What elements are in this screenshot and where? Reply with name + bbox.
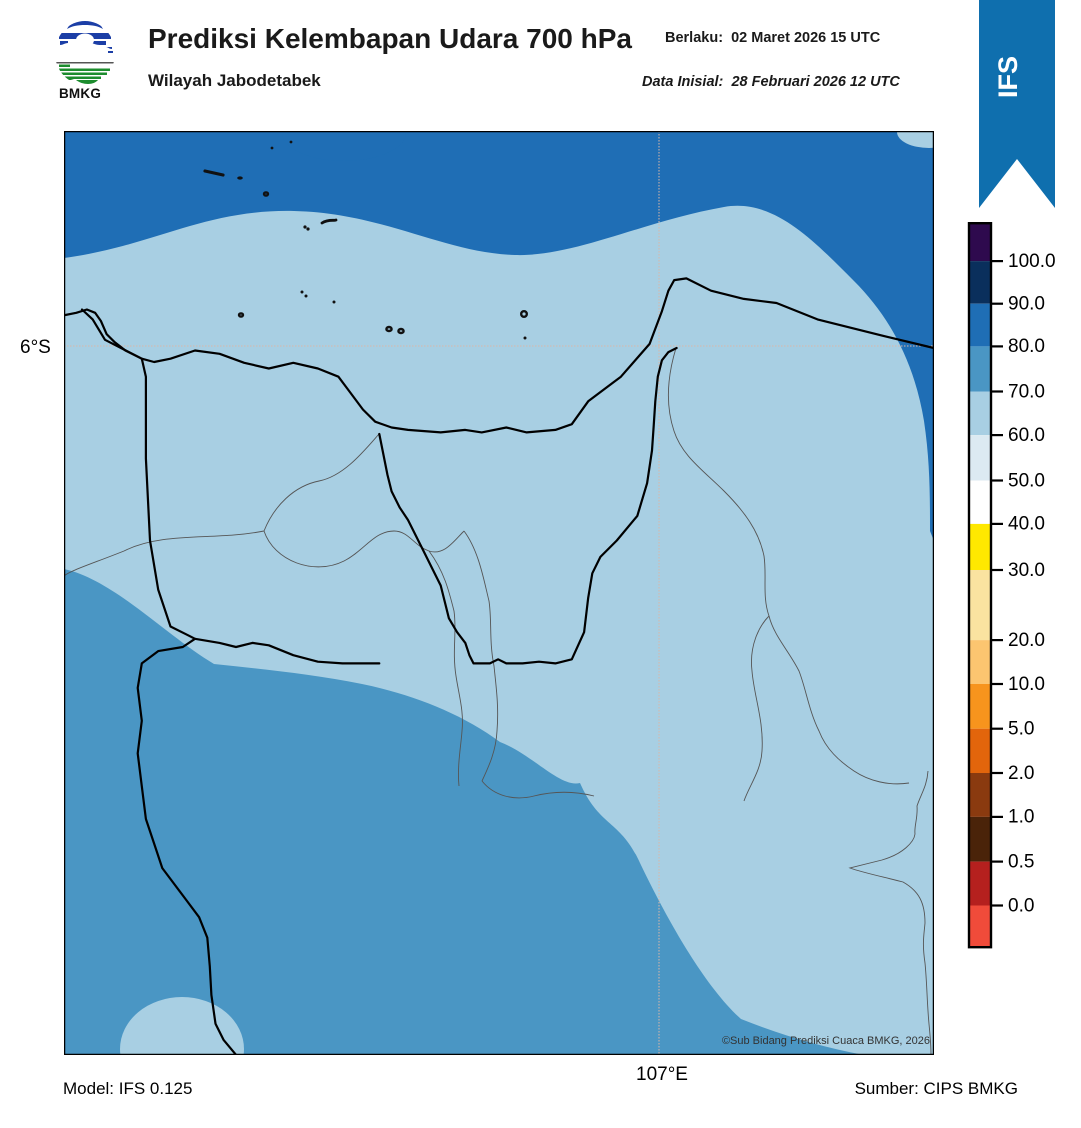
svg-text:70.0: 70.0 xyxy=(1008,381,1045,402)
svg-text:5.0: 5.0 xyxy=(1008,719,1034,740)
svg-text:©Sub Bidang Prediksi Cuaca BMK: ©Sub Bidang Prediksi Cuaca BMKG, 2026 xyxy=(722,1035,930,1047)
svg-text:Model: IFS 0.125: Model: IFS 0.125 xyxy=(63,1079,192,1098)
svg-text:6°S: 6°S xyxy=(20,337,51,358)
svg-text:30.0: 30.0 xyxy=(1008,560,1045,581)
svg-text:107°E: 107°E xyxy=(636,1064,688,1085)
svg-text:60.0: 60.0 xyxy=(1008,425,1045,446)
svg-text:40.0: 40.0 xyxy=(1008,514,1045,535)
svg-text:80.0: 80.0 xyxy=(1008,336,1045,357)
svg-text:20.0: 20.0 xyxy=(1008,630,1045,651)
svg-text:100.0: 100.0 xyxy=(1008,251,1056,272)
svg-text:Sumber: CIPS BMKG: Sumber: CIPS BMKG xyxy=(855,1079,1018,1098)
svg-text:90.0: 90.0 xyxy=(1008,294,1045,315)
svg-text:50.0: 50.0 xyxy=(1008,470,1045,491)
svg-text:0.0: 0.0 xyxy=(1008,895,1034,916)
svg-text:0.5: 0.5 xyxy=(1008,851,1034,872)
svg-text:10.0: 10.0 xyxy=(1008,674,1045,695)
svg-text:1.0: 1.0 xyxy=(1008,807,1034,828)
svg-text:2.0: 2.0 xyxy=(1008,763,1034,784)
